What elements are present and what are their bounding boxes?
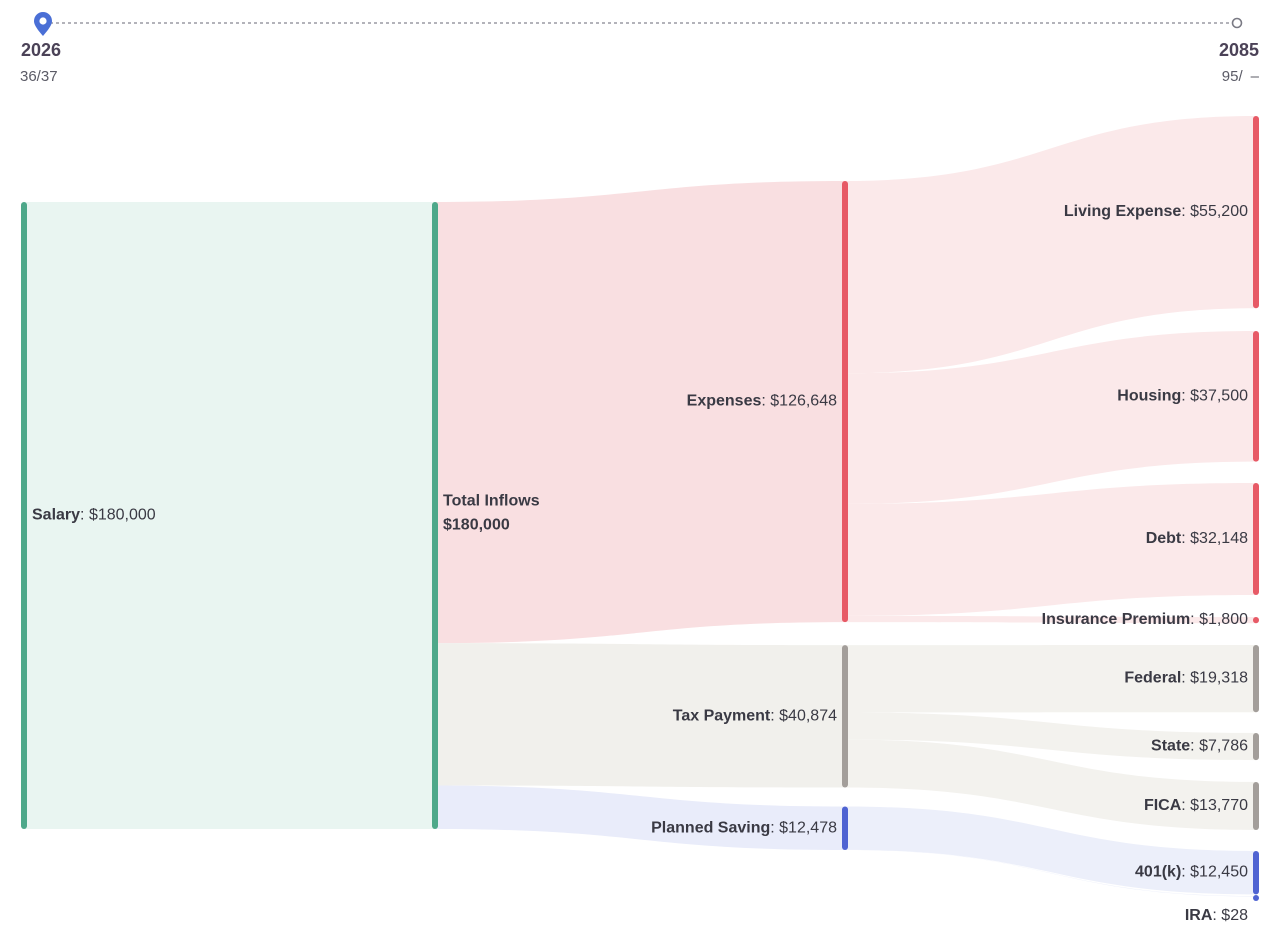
node-separator: :: [770, 819, 779, 836]
node-name-salary: Salary: [32, 507, 80, 524]
node-separator: :: [761, 393, 770, 410]
node-name-saving: Planned Saving: [651, 819, 770, 836]
node-label-insurance: Insurance Premium: $1,800: [1042, 611, 1248, 628]
node-value-federal: $19,318: [1190, 670, 1248, 687]
node-label-expenses: Expenses: $126,648: [687, 393, 837, 410]
node-label-housing: Housing: $37,500: [1117, 388, 1248, 405]
timeline-track[interactable]: [0, 0, 1283, 40]
node-label-tax: Tax Payment: $40,874: [673, 708, 837, 725]
node-bar-saving[interactable]: [842, 806, 848, 850]
node-label-federal: Federal: $19,318: [1124, 670, 1248, 687]
node-name-total: Total Inflows: [443, 493, 540, 510]
node-separator: :: [1190, 611, 1199, 628]
node-value-saving: $12,478: [779, 819, 837, 836]
node-bar-fica[interactable]: [1253, 782, 1259, 830]
node-bar-living[interactable]: [1253, 116, 1259, 309]
node-value-expenses: $126,648: [770, 393, 837, 410]
node-separator: :: [1212, 907, 1221, 924]
node-name-ira: IRA: [1185, 907, 1213, 924]
node-bar-state[interactable]: [1253, 733, 1259, 761]
node-separator: :: [80, 507, 89, 524]
node-value-living: $55,200: [1190, 203, 1248, 220]
node-separator: :: [1181, 530, 1190, 547]
node-bar-k401[interactable]: [1253, 851, 1259, 895]
node-bar-housing[interactable]: [1253, 331, 1259, 462]
node-value-tax: $40,874: [779, 708, 837, 725]
node-value-total: $180,000: [443, 517, 510, 534]
node-name-federal: Federal: [1124, 670, 1181, 687]
node-label-salary: Salary: $180,000: [32, 507, 156, 524]
node-bar-total[interactable]: [432, 202, 438, 829]
node-label-debt: Debt: $32,148: [1146, 530, 1248, 547]
timeline-end-age: 95/–: [1222, 68, 1259, 85]
timeline-start-age: 36/37: [20, 68, 58, 85]
node-separator: :: [1181, 203, 1190, 220]
flow-saving-to-ira: [845, 849, 1256, 897]
node-separator: :: [770, 708, 779, 725]
node-label-total: Total Inflows $180,000: [443, 493, 540, 534]
node-name-debt: Debt: [1146, 530, 1182, 547]
node-bar-federal[interactable]: [1253, 645, 1259, 713]
node-label-fica: FICA: $13,770: [1144, 797, 1248, 814]
flow-expenses-to-housing: [845, 331, 1256, 504]
flow-expenses-to-debt: [845, 483, 1256, 616]
timeline-start-year: 2026: [21, 40, 62, 60]
flow-expenses-to-insurance: [845, 615, 1256, 624]
node-separator: :: [1181, 388, 1190, 405]
node-value-housing: $37,500: [1190, 388, 1248, 405]
flow-total-to-saving: [435, 785, 845, 850]
node-bar-debt[interactable]: [1253, 483, 1259, 595]
flow-tax-to-state: [845, 712, 1256, 761]
node-value-salary: $180,000: [89, 507, 156, 524]
node-separator: :: [1181, 670, 1190, 687]
node-bar-expenses[interactable]: [842, 181, 848, 623]
timeline-end-year: 2085: [1218, 40, 1259, 60]
node-name-insurance: Insurance Premium: [1042, 611, 1191, 628]
node-name-housing: Housing: [1117, 388, 1181, 405]
node-name-living: Living Expense: [1064, 203, 1181, 220]
node-separator: :: [1190, 738, 1199, 755]
node-bar-tax[interactable]: [842, 645, 848, 788]
node-bar-ira[interactable]: [1253, 895, 1259, 901]
node-value-ira: $28: [1221, 907, 1248, 924]
node-name-tax: Tax Payment: [673, 708, 771, 725]
timeline-start-marker-icon[interactable]: [33, 11, 52, 36]
node-bar-insurance[interactable]: [1253, 617, 1259, 624]
flow-saving-to-k401: [845, 806, 1256, 895]
flow-tax-to-federal: [845, 645, 1256, 713]
node-label-saving: Planned Saving: $12,478: [651, 819, 837, 836]
timeline-end-marker-icon[interactable]: [1231, 17, 1243, 29]
node-label-k401: 401(k): $12,450: [1135, 864, 1248, 881]
node-label-living: Living Expense: $55,200: [1064, 203, 1248, 220]
flow-total-to-expenses: [435, 181, 845, 644]
flow-tax-to-fica: [845, 739, 1256, 830]
node-label-ira: IRA: $28: [1185, 907, 1248, 924]
node-value-k401: $12,450: [1190, 864, 1248, 881]
node-separator: :: [1181, 797, 1190, 814]
node-label-state: State: $7,786: [1151, 738, 1248, 755]
flow-total-to-tax: [435, 643, 845, 788]
node-name-state: State: [1151, 738, 1190, 755]
node-name-fica: FICA: [1144, 797, 1182, 814]
node-value-debt: $32,148: [1190, 530, 1248, 547]
timeline-end-age-value: 95/: [1221, 68, 1243, 85]
timeline-end-age-suffix: –: [1250, 68, 1259, 85]
node-value-fica: $13,770: [1190, 797, 1248, 814]
node-name-expenses: Expenses: [687, 393, 762, 410]
flow-salary-to-total: [24, 202, 435, 829]
node-name-k401: 401(k): [1135, 864, 1181, 881]
flow-expenses-to-living: [845, 116, 1256, 374]
node-value-insurance: $1,800: [1199, 611, 1248, 628]
node-value-state: $7,786: [1199, 738, 1248, 755]
node-bar-salary[interactable]: [21, 202, 27, 829]
node-separator: :: [1181, 864, 1190, 881]
